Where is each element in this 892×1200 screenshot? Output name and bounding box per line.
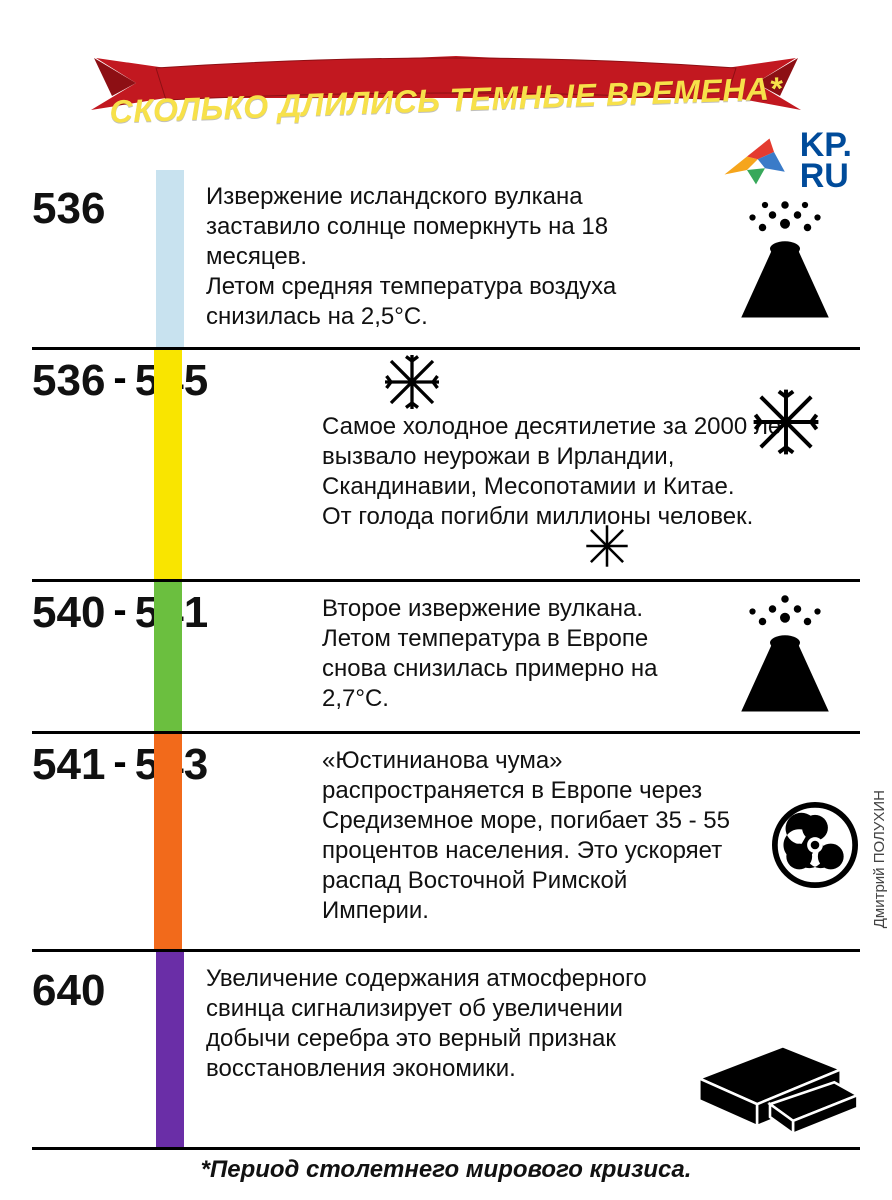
title-banner: СКОЛЬКО ДЛИЛИСЬ ТЕМНЫЕ ВРЕМЕНА* (36, 28, 856, 128)
icon-slot (700, 582, 860, 731)
bar-column (156, 170, 184, 347)
ingots-icon (680, 1002, 860, 1142)
year-column: 541 - 543 (32, 734, 272, 949)
snowflake-icon (584, 523, 630, 569)
year-value: 540 (32, 588, 105, 638)
year-value: 536 (32, 356, 105, 406)
year-value: 640 (32, 966, 105, 1016)
event-text: «Юстинианова чума» распространяется в Ев… (322, 734, 740, 949)
timeline: 536 Извержение исландского вулкана заста… (32, 170, 860, 1140)
period-bar (156, 170, 184, 347)
period-bar (156, 952, 184, 1147)
icon-slot (740, 734, 860, 949)
year-column: 640 (32, 952, 156, 1147)
event-text-content: Самое холодное десятилетие за 2000 лет в… (322, 413, 791, 530)
year-dash: - (105, 356, 134, 401)
year-value: 541 (32, 740, 105, 790)
icon-slot (670, 952, 860, 1147)
icon-slot (700, 170, 860, 347)
year-column: 536 (32, 170, 156, 347)
bar-column (154, 734, 182, 949)
period-bar (154, 582, 182, 731)
timeline-row: 540 - 541 Второе извержение вулкана.Лето… (32, 582, 860, 734)
period-bar (154, 350, 182, 579)
volcano-icon (710, 180, 860, 330)
year-column: 540 - 541 (32, 582, 272, 731)
biohazard-icon (772, 802, 858, 888)
bar-column (154, 350, 182, 579)
icon-slot (840, 350, 860, 579)
footnote: *Период столетнего мирового кризиса. (32, 1150, 860, 1184)
year-dash: - (105, 740, 134, 785)
event-text: Увеличение содержания атмосферного свинц… (206, 952, 670, 1147)
snowflake-icon (750, 386, 822, 458)
volcano-icon (710, 574, 860, 724)
snowflake-icon (382, 352, 442, 412)
author-credit: Дмитрий ПОЛУХИН (871, 790, 888, 928)
bar-column (156, 952, 184, 1147)
year-value: 536 (32, 184, 105, 234)
timeline-row: 541 - 543 «Юстинианова чума» распростран… (32, 734, 860, 952)
year-column: 536 - 545 (32, 350, 272, 579)
timeline-row: 536 Извержение исландского вулкана заста… (32, 170, 860, 350)
bar-column (154, 582, 182, 731)
year-dash: - (105, 588, 134, 633)
event-text: Извержение исландского вулкана заставило… (206, 170, 700, 347)
timeline-row: 536 - 545 Самое холодное десятилетие за … (32, 350, 860, 582)
event-text: Самое холодное десятилетие за 2000 лет в… (322, 350, 840, 579)
period-bar (154, 734, 182, 949)
event-text: Второе извержение вулкана.Летом температ… (322, 582, 700, 731)
timeline-row: 640 Увеличение содержания атмосферного с… (32, 952, 860, 1150)
